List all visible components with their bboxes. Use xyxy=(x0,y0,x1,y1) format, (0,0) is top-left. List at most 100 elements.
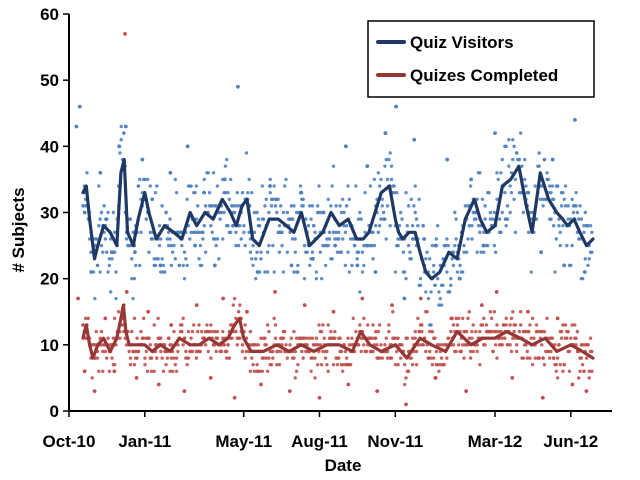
scatter-dot-quiz-visitors xyxy=(235,204,239,208)
scatter-dot-quiz-visitors xyxy=(512,144,516,149)
scatter-dot-quizes-completed xyxy=(277,362,282,367)
data-point-quiz-visitors xyxy=(268,184,272,188)
scatter-dot-quiz-visitors xyxy=(509,190,514,195)
scatter-dot-quizes-completed xyxy=(474,329,478,334)
scatter-dot-quiz-visitors xyxy=(402,270,407,274)
scatter-dot-quizes-completed xyxy=(383,343,387,347)
scatter-dot-quiz-visitors xyxy=(97,184,101,188)
data-point-quizes-completed xyxy=(182,389,187,394)
scatter-dot-quiz-visitors xyxy=(343,263,348,268)
scatter-dot-quiz-visitors xyxy=(304,217,308,221)
scatter-dot-quizes-completed xyxy=(509,349,514,354)
scatter-dot-quiz-visitors xyxy=(360,250,365,254)
scatter-dot-quiz-visitors xyxy=(380,197,384,201)
scatter-dot-quiz-visitors xyxy=(168,217,172,221)
scatter-dot-quiz-visitors xyxy=(203,204,208,208)
data-point-quiz-visitors xyxy=(333,243,338,248)
scatter-dot-quizes-completed xyxy=(454,316,458,321)
scatter-dot-quiz-visitors xyxy=(352,243,357,248)
scatter-dot-quizes-completed xyxy=(442,362,446,367)
scatter-dot-quiz-visitors xyxy=(437,303,441,307)
scatter-dot-quizes-completed xyxy=(406,369,411,373)
scatter-dot-quizes-completed xyxy=(318,343,323,347)
scatter-dot-quiz-visitors xyxy=(412,237,416,241)
scatter-dot-quiz-visitors xyxy=(331,230,336,235)
scatter-dot-quiz-visitors xyxy=(292,270,296,274)
scatter-dot-quiz-visitors xyxy=(221,237,225,241)
scatter-dot-quizes-completed xyxy=(127,349,131,354)
scatter-dot-quiz-visitors xyxy=(160,257,164,261)
scatter-dot-quiz-visitors xyxy=(151,237,155,241)
scatter-dot-quizes-completed xyxy=(511,310,515,314)
scatter-dot-quizes-completed xyxy=(319,362,324,367)
scatter-dot-quizes-completed xyxy=(362,316,366,321)
scatter-dot-quiz-visitors xyxy=(301,197,305,201)
scatter-dot-quiz-visitors xyxy=(257,224,262,228)
scatter-dot-quizes-completed xyxy=(333,336,337,340)
scatter-dot-quizes-completed xyxy=(132,362,137,367)
scatter-dot-quiz-visitors xyxy=(301,204,305,208)
scatter-dot-quiz-visitors xyxy=(317,184,321,188)
scatter-dot-quizes-completed xyxy=(169,343,174,347)
data-point-quizes-completed xyxy=(134,376,139,380)
scatter-dot-quizes-completed xyxy=(501,323,506,327)
scatter-dot-quiz-visitors xyxy=(309,257,313,261)
scatter-dot-quizes-completed xyxy=(315,343,320,347)
scatter-dot-quiz-visitors xyxy=(453,210,457,215)
scatter-dot-quiz-visitors xyxy=(429,290,433,294)
scatter-dot-quizes-completed xyxy=(471,349,475,354)
data-point-quiz-visitors xyxy=(150,197,155,202)
scatter-dot-quiz-visitors xyxy=(292,204,296,208)
scatter-dot-quizes-completed xyxy=(337,356,341,360)
scatter-dot-quizes-completed xyxy=(356,343,361,347)
scatter-dot-quizes-completed xyxy=(143,356,147,360)
scatter-dot-quizes-completed xyxy=(285,356,290,360)
scatter-dot-quiz-visitors xyxy=(206,171,210,175)
data-point-quiz-visitors xyxy=(402,296,407,301)
scatter-dot-quiz-visitors xyxy=(327,230,332,235)
scatter-dot-quizes-completed xyxy=(272,316,276,321)
scatter-dot-quiz-visitors xyxy=(515,151,519,155)
scatter-dot-quiz-visitors xyxy=(582,224,586,228)
scatter-dot-quizes-completed xyxy=(215,336,220,340)
scatter-dot-quiz-visitors xyxy=(507,164,511,168)
data-point-quizes-completed xyxy=(103,316,108,321)
scatter-dot-quizes-completed xyxy=(491,349,495,354)
scatter-dot-quizes-completed xyxy=(240,343,245,347)
data-point-quizes-completed xyxy=(169,323,174,327)
scatter-dot-quizes-completed xyxy=(152,323,156,327)
scatter-dot-quizes-completed xyxy=(396,362,400,367)
scatter-dot-quiz-visitors xyxy=(267,210,271,215)
scatter-dot-quiz-visitors xyxy=(563,204,568,208)
scatter-dot-quiz-visitors xyxy=(488,210,493,215)
scatter-dot-quiz-visitors xyxy=(379,217,383,221)
scatter-dot-quizes-completed xyxy=(264,343,268,347)
scatter-dot-quizes-completed xyxy=(437,343,441,347)
x-tick-label: Mar-12 xyxy=(468,432,523,451)
scatter-dot-quizes-completed xyxy=(567,369,572,373)
scatter-dot-quiz-visitors xyxy=(309,217,313,221)
scatter-dot-quizes-completed xyxy=(254,343,258,347)
scatter-dot-quiz-visitors xyxy=(112,230,117,235)
scatter-dot-quiz-visitors xyxy=(173,257,177,261)
scatter-dot-quizes-completed xyxy=(358,323,362,327)
scatter-dot-quizes-completed xyxy=(587,376,591,380)
scatter-dot-quizes-completed xyxy=(500,343,504,347)
scatter-dot-quizes-completed xyxy=(289,336,294,340)
scatter-dot-quiz-visitors xyxy=(463,204,468,208)
scatter-dot-quiz-visitors xyxy=(483,217,487,221)
scatter-dot-quizes-completed xyxy=(116,310,121,314)
legend-label-quizes-completed: Quizes Completed xyxy=(410,66,558,85)
scatter-dot-quiz-visitors xyxy=(404,276,408,281)
scatter-dot-quizes-completed xyxy=(213,329,217,334)
data-point-quizes-completed xyxy=(346,382,351,387)
scatter-dot-quiz-visitors xyxy=(194,184,199,188)
scatter-dot-quizes-completed xyxy=(90,376,94,380)
scatter-dot-quiz-visitors xyxy=(500,157,504,162)
scatter-dot-quiz-visitors xyxy=(435,224,440,228)
scatter-dot-quiz-visitors xyxy=(571,210,576,215)
data-point-quiz-visitors xyxy=(74,124,79,129)
scatter-dot-quiz-visitors xyxy=(93,296,97,301)
scatter-dot-quiz-visitors xyxy=(372,243,377,248)
scatter-dot-quizes-completed xyxy=(319,329,324,334)
